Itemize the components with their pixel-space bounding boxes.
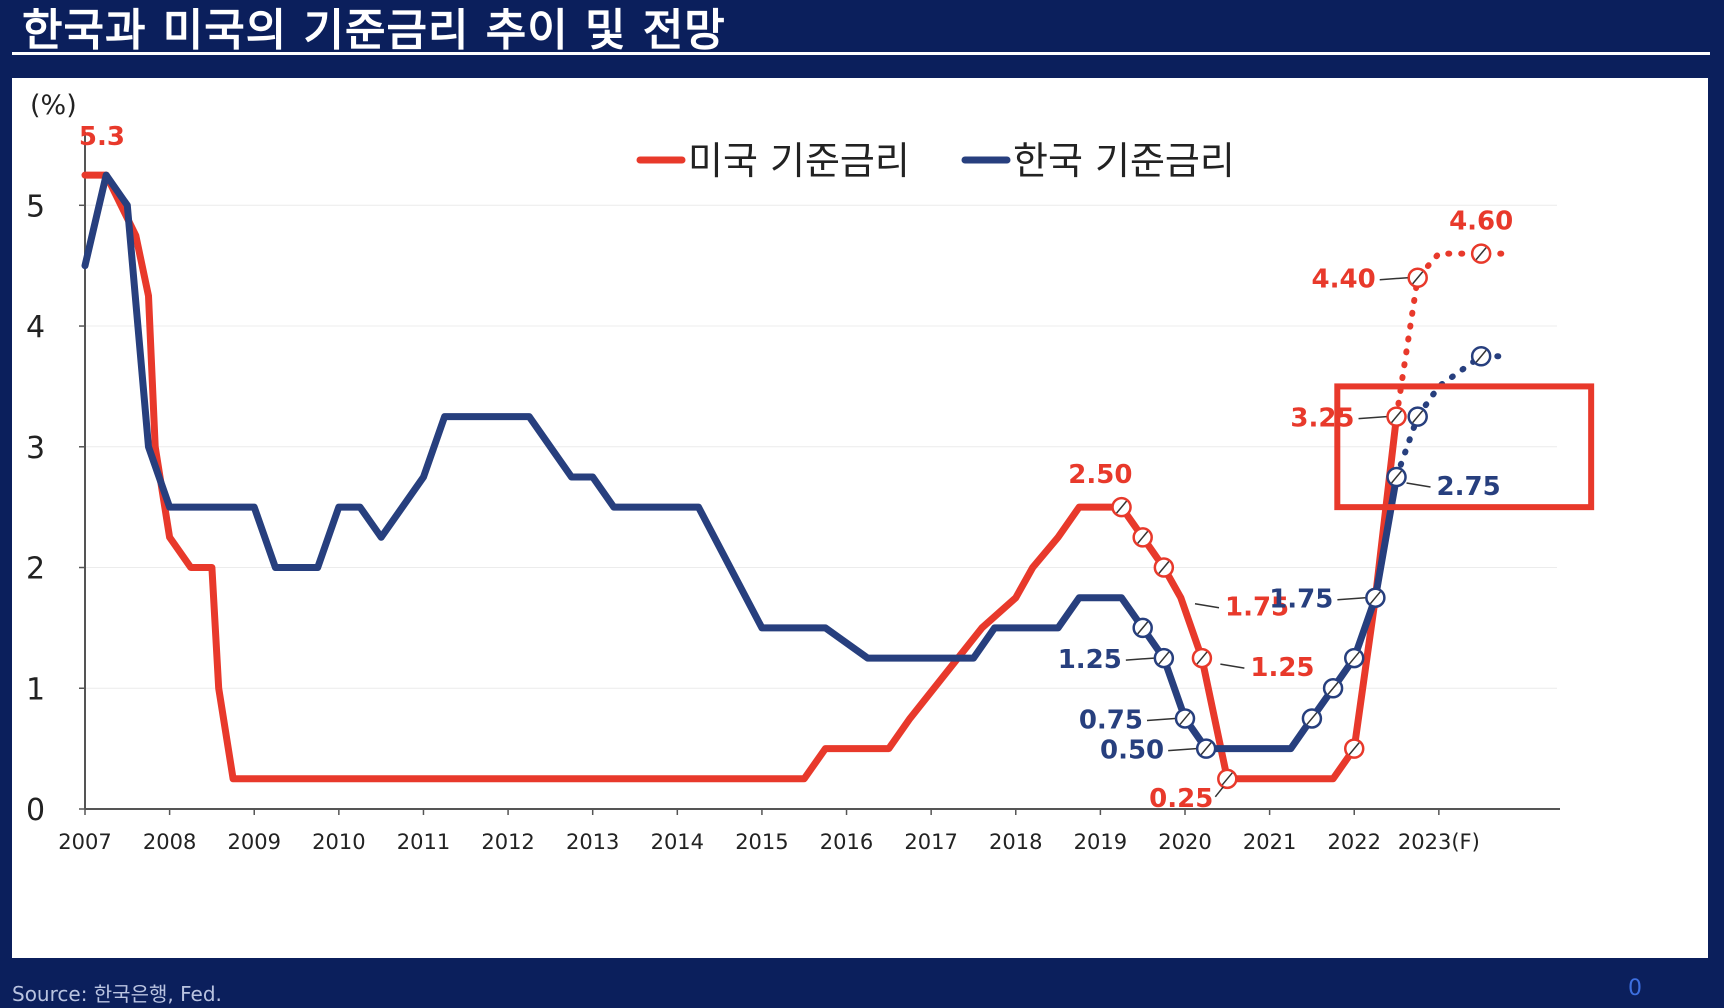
x-tick-label: 2019 — [1074, 830, 1127, 854]
korea-label-leader — [1168, 747, 1197, 752]
korea-marker-tick — [1158, 651, 1170, 665]
us-label-leader — [1220, 663, 1245, 669]
us-marker-tick — [1412, 271, 1424, 285]
us-label-leader — [1358, 415, 1387, 420]
us-marker-tick — [1475, 247, 1487, 261]
x-tick-label: 2020 — [1158, 830, 1211, 854]
korea-marker-tick — [1306, 711, 1318, 725]
us-marker-tick — [1137, 530, 1149, 544]
us-marker-tick — [1196, 651, 1208, 665]
y-tick-label: 0 — [26, 793, 45, 828]
page-number: 0 — [1628, 976, 1642, 1001]
us-data-label: 4.40 — [1312, 265, 1376, 295]
korea-data-label: 0.50 — [1100, 736, 1164, 766]
us-data-label: 2.50 — [1068, 460, 1132, 490]
korea-marker-tick — [1390, 470, 1403, 484]
korea-label-leader — [1406, 482, 1431, 488]
x-tick-label: 2009 — [228, 830, 281, 854]
x-tick-label: 2014 — [651, 830, 704, 854]
korea-data-label: 1.25 — [1058, 645, 1122, 675]
x-tick-label: 2015 — [735, 830, 788, 854]
x-tick-label: 2023(F) — [1398, 830, 1480, 854]
us-data-label: 5.3 — [79, 122, 125, 152]
korea-label-leader — [1146, 717, 1176, 722]
x-tick-label: 2007 — [58, 830, 111, 854]
korea-marker-tick — [1200, 742, 1212, 756]
korea-rate-line — [81, 171, 1400, 753]
y-tick-label: 1 — [26, 672, 45, 707]
us-marker-tick — [1390, 410, 1403, 424]
page-title: 한국과 미국의 기준금리 추이 및 전망 — [22, 5, 726, 56]
x-tick-label: 2018 — [989, 830, 1042, 854]
korea-marker-tick — [1137, 621, 1149, 635]
title-underline — [12, 52, 1710, 55]
source-note: Source: 한국은행, Fed. — [12, 982, 222, 1006]
x-tick-label: 2011 — [397, 830, 450, 854]
us-data-label: 1.25 — [1250, 653, 1314, 683]
x-tick-label: 2017 — [904, 830, 957, 854]
x-tick-label: 2012 — [481, 830, 534, 854]
korea-data-label: 2.75 — [1437, 472, 1501, 502]
us-label-leader — [1379, 276, 1408, 281]
x-tick-label: 2016 — [820, 830, 873, 854]
us-forecast-line — [1393, 250, 1506, 420]
legend-label-korea: 한국 기준금리 — [1013, 139, 1235, 183]
us-data-label: 0.25 — [1149, 784, 1213, 814]
y-unit-label: (%) — [30, 90, 77, 121]
x-tick-label: 2021 — [1243, 830, 1296, 854]
y-tick-label: 2 — [26, 552, 45, 587]
us-marker-tick — [1221, 772, 1233, 786]
us-data-label: 4.60 — [1449, 207, 1513, 237]
us-data-label: 1.75 — [1225, 593, 1289, 623]
highlight-box — [1334, 383, 1595, 511]
us-rate-line — [81, 171, 1400, 783]
korea-marker-tick — [1369, 591, 1381, 605]
korea-label-leader — [1125, 657, 1154, 661]
us-label-leader — [1194, 602, 1220, 609]
interest-rate-chart: 0 1 2 3 4 5 (%) 2007 2008 2009 2010 2011 2012 2013 201… — [26, 90, 1595, 854]
korea-marker-tick — [1412, 410, 1424, 424]
x-tick-label: 2022 — [1328, 830, 1381, 854]
us-marker-tick — [1115, 500, 1128, 514]
korea-data-label: 0.75 — [1079, 705, 1143, 735]
x-tick-label: 2013 — [566, 830, 619, 854]
us-label-leader — [1214, 786, 1224, 798]
us-marker-tick — [1348, 742, 1360, 756]
korea-label-leader — [1337, 596, 1366, 601]
korea-marker-tick — [1179, 711, 1191, 725]
x-tick-label: 2008 — [143, 830, 196, 854]
us-marker-tick — [1158, 561, 1170, 574]
us-data-label: 3.25 — [1290, 404, 1354, 434]
y-tick-label: 3 — [26, 431, 45, 466]
chart-panel: 0 1 2 3 4 5 (%) 2007 2008 2009 2010 2011 2012 2013 201… — [12, 78, 1708, 958]
y-tick-label: 5 — [26, 189, 45, 224]
korea-marker-tick — [1348, 651, 1360, 665]
korea-marker-tick — [1327, 681, 1339, 695]
korea-marker-tick — [1475, 349, 1487, 363]
legend-label-us: 미국 기준금리 — [688, 139, 910, 183]
korea-data-label: 1.75 — [1269, 585, 1333, 615]
y-tick-label: 4 — [26, 310, 45, 345]
x-tick-label: 2010 — [312, 830, 365, 854]
